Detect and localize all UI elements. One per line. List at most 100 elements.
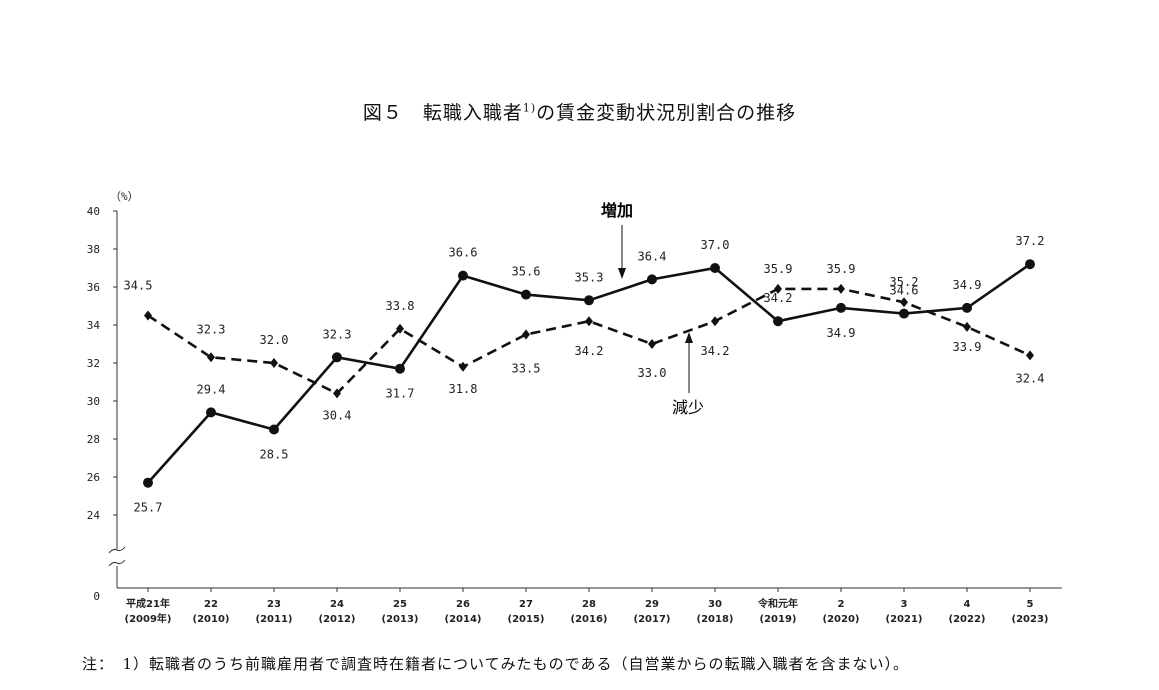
footnote: 注： 1）転職者のうち前職雇用者で調査時在籍者についてみたものである（自営業から… [82,655,909,673]
increase-point [962,302,972,313]
increase-data-label: 36.6 [449,246,478,260]
x-tick-label-year: (2018) [697,614,734,625]
decrease-data-label: 33.5 [512,362,541,376]
increase-point [836,302,846,313]
increase-data-label: 25.7 [134,501,163,515]
x-tick-label: 29 [645,599,659,610]
x-tick-label: 26 [456,599,470,610]
decrease-data-label: 35.9 [827,262,856,276]
increase-data-label: 31.7 [386,387,415,401]
y-tick-label: 38 [87,243,100,256]
increase-data-label: 37.0 [701,238,730,252]
decrease-data-label: 33.0 [638,366,667,380]
increase-point [332,352,342,363]
decrease-point [522,329,530,340]
decrease-data-label: 32.3 [197,322,226,336]
axis-break-mark [108,559,126,567]
chart-title-main: 図５ 転職入職者 [362,102,523,124]
x-tick-label: 令和元年 [757,597,798,610]
increase-point [521,289,531,300]
decrease-point [459,361,467,372]
decrease-point [1026,350,1034,361]
decrease-series-label: 減少 [672,398,704,417]
x-tick-label: 27 [519,599,533,610]
axis-break-mark [108,546,126,554]
decrease-point [270,358,278,368]
increase-data-label: 28.5 [260,448,289,462]
x-tick-label-year: (2010) [193,614,230,625]
x-tick-label: 22 [204,599,218,610]
increase-data-label: 35.3 [575,270,604,284]
x-tick-label: 30 [708,599,722,610]
decrease-data-label: 33.8 [386,299,415,313]
x-tick-label: 24 [330,599,344,610]
increase-point [647,274,657,285]
increase-point [395,363,405,374]
x-tick-label-year: (2014) [445,614,482,625]
x-tick-label-year: (2016) [571,614,608,625]
decrease-point [207,352,215,363]
y-tick-label: 30 [87,395,100,408]
increase-data-label: 29.4 [197,382,226,396]
decrease-point [396,323,404,334]
y-tick-label-zero: 0 [93,590,100,603]
increase-data-label: 34.6 [890,284,919,298]
y-tick-label: 40 [87,205,100,218]
increase-data-label: 36.4 [638,249,667,263]
decrease-data-label: 34.2 [575,344,604,358]
x-tick-label-year: (2012) [319,614,356,625]
increase-point [1025,259,1035,270]
decrease-data-label: 34.5 [124,279,153,293]
y-tick-label: 28 [87,433,100,446]
decrease-point [648,339,656,349]
x-tick-label: 5 [1027,599,1034,610]
decrease-data-label: 32.0 [260,333,289,347]
increase-data-label: 32.3 [323,327,352,341]
increase-data-label: 34.9 [827,326,856,340]
y-unit-label: （%） [110,190,139,203]
x-tick-label: 平成21年 [126,597,170,610]
x-tick-label: 28 [582,599,596,610]
decrease-data-label: 34.2 [701,344,730,358]
chart-title-rest: の賃金変動状況別割合の推移 [536,102,797,124]
decrease-data-label: 33.9 [953,340,982,354]
decrease-data-label: 35.9 [764,262,793,276]
x-tick-label-year: (2015) [508,614,545,625]
x-tick-label: 4 [964,599,971,610]
increase-point [269,424,279,435]
decrease-point [585,316,593,327]
decrease-point [711,316,719,327]
decrease-arrow-head [685,332,693,343]
chart-title-footnote-mark: 1) [522,101,537,115]
increase-point [773,316,783,327]
increase-data-label: 34.9 [953,278,982,292]
decrease-point [144,310,152,321]
x-tick-label-year: (2011) [256,614,293,625]
x-tick-label: 25 [393,599,407,610]
decrease-point [333,388,341,399]
increase-data-label: 34.2 [764,291,793,305]
increase-point [143,477,153,488]
decrease-point [774,283,782,294]
series-line-decrease [147,287,1031,395]
x-tick-label-year: (2020) [823,614,860,625]
x-tick-label: 2 [838,599,845,610]
x-tick-label-year: (2009年) [125,612,172,625]
y-tick-label: 24 [87,509,101,522]
chart-title: 図５ 転職入職者1)の賃金変動状況別割合の推移 [0,98,1159,125]
x-tick-label-year: (2023) [1012,614,1049,625]
decrease-data-label: 30.4 [323,408,352,422]
x-tick-label-year: (2013) [382,614,419,625]
x-tick-label: 3 [901,599,908,610]
increase-arrow-head [618,268,626,279]
decrease-point [900,297,908,308]
increase-data-label: 35.6 [512,265,541,279]
x-tick-label-year: (2021) [886,614,923,625]
increase-point [206,407,216,418]
axes: 2426283032343638400（%）平成21年(2009年)22(201… [87,190,1062,625]
decrease-data-label: 31.8 [449,382,478,396]
x-tick-label-year: (2019) [760,614,797,625]
x-tick-label-year: (2017) [634,614,671,625]
